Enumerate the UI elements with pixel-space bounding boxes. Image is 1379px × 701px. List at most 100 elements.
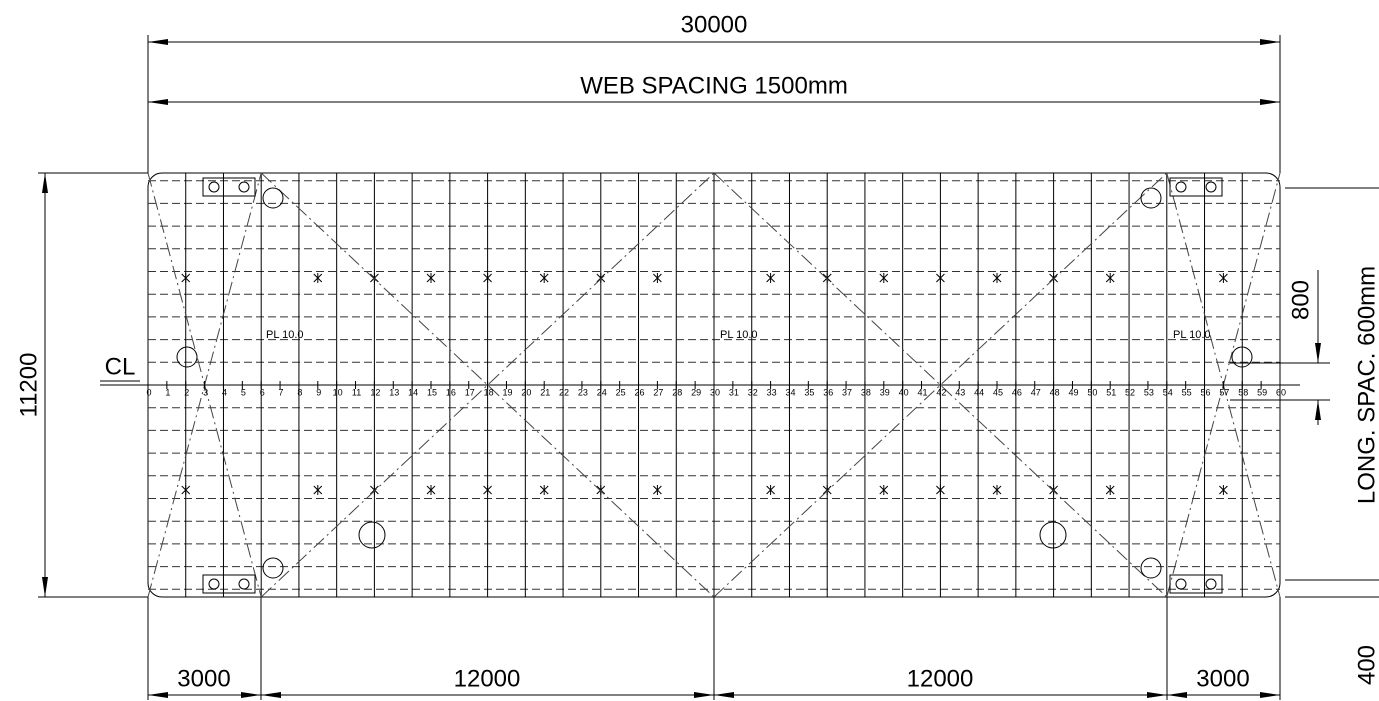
edge-offset: 400 — [1353, 645, 1379, 685]
frame-number: 11 — [352, 387, 361, 397]
diagonal — [260, 172, 715, 598]
frame-number: 51 — [1106, 387, 1116, 397]
frame-number: 43 — [955, 387, 965, 397]
frame-number: 37 — [842, 387, 852, 397]
lug-hole — [208, 181, 220, 193]
diagonal — [713, 172, 1168, 598]
frame-number: 24 — [597, 387, 607, 397]
stiffener-cross — [879, 273, 889, 283]
frame-number: 16 — [446, 387, 456, 397]
overall-width: 11200 — [15, 353, 42, 418]
lug — [202, 177, 256, 197]
frame-number: 56 — [1201, 387, 1211, 397]
frame-number: 9 — [316, 387, 321, 397]
frame-number: 49 — [1068, 387, 1078, 397]
frame-number: 52 — [1125, 387, 1135, 397]
stiffener-cross — [313, 485, 323, 495]
stiffener-cross — [370, 485, 379, 495]
frame-number: 12 — [370, 387, 380, 397]
lug-hole — [1205, 181, 1217, 193]
plate-label: PL 10.0 — [266, 329, 304, 341]
stiffener-cross — [653, 485, 662, 495]
frame-number: 4 — [222, 387, 227, 397]
stiffener-cross — [766, 273, 775, 283]
bottom-dim: 3000 — [177, 665, 230, 692]
frame-number: 10 — [333, 387, 343, 397]
plate-label: PL 10.0 — [1173, 329, 1211, 341]
stiffener-cross — [822, 273, 832, 283]
frame-number: 48 — [1050, 387, 1060, 397]
frame-number: 38 — [861, 387, 871, 397]
lug-hole — [238, 181, 250, 193]
frame-number: 19 — [502, 387, 512, 397]
frame-number: 27 — [653, 387, 663, 397]
stiffener-offset: 800 — [1287, 280, 1314, 320]
frame-number: 54 — [1163, 387, 1173, 397]
frame-number: 14 — [408, 387, 418, 397]
lug-hole — [1205, 578, 1217, 590]
frame-number: 0 — [146, 387, 151, 397]
diagonal — [260, 172, 715, 598]
stiffener-cross — [1049, 273, 1058, 283]
lightening-hole — [1039, 521, 1067, 549]
stiffener-cross — [426, 485, 436, 495]
stiffener-cross — [822, 485, 832, 495]
stiffener-cross — [936, 485, 945, 495]
frame-number: 55 — [1182, 387, 1192, 397]
frame-number: 23 — [578, 387, 588, 397]
frame-number: 32 — [748, 387, 758, 397]
bottom-dim: 12000 — [454, 665, 521, 692]
frame-number: 53 — [1144, 387, 1154, 397]
frame-number: 28 — [672, 387, 682, 397]
lightening-hole — [358, 521, 386, 549]
stiffener-cross — [596, 273, 606, 283]
bottom-dim: 3000 — [1196, 665, 1249, 692]
stiffener-cross — [539, 485, 549, 495]
frame-number: 5 — [241, 387, 246, 397]
frame-number: 34 — [785, 387, 795, 397]
frame-number: 36 — [823, 387, 833, 397]
stiffener-cross — [653, 273, 662, 283]
stiffener-cross — [539, 273, 549, 283]
lug-hole — [1175, 181, 1187, 193]
frame-number: 8 — [297, 387, 302, 397]
stiffener-cross — [483, 273, 492, 283]
lug — [202, 574, 256, 594]
stiffener-cross — [181, 273, 191, 283]
plate-label: PL 10.0 — [720, 329, 758, 341]
long-spacing: LONG. SPAC. 600mm — [1353, 266, 1379, 504]
frame-number: 30 — [710, 387, 720, 397]
frame-number: 60 — [1276, 387, 1286, 397]
frame-number: 26 — [635, 387, 645, 397]
frame-number: 35 — [804, 387, 814, 397]
frame-number: 2 — [184, 387, 189, 397]
frame-number: 17 — [465, 387, 475, 397]
stiffener-cross — [992, 273, 1002, 283]
frame-number: 7 — [279, 387, 284, 397]
lightening-hole — [1140, 557, 1162, 579]
stiffener-cross — [992, 485, 1002, 495]
frame-number: 22 — [559, 387, 569, 397]
overall-length: 30000 — [681, 11, 748, 38]
stiffener-cross — [181, 485, 191, 495]
frame-number: 15 — [427, 387, 437, 397]
bottom-dim: 12000 — [907, 665, 974, 692]
frame-number: 50 — [1087, 387, 1097, 397]
lug-hole — [1175, 578, 1187, 590]
frame-number: 42 — [936, 387, 946, 397]
stiffener-cross — [596, 485, 606, 495]
frame-number: 29 — [691, 387, 701, 397]
stiffener-cross — [370, 273, 379, 283]
frame-number: 45 — [993, 387, 1003, 397]
frame-number: 58 — [1238, 387, 1248, 397]
frame-number: 39 — [880, 387, 890, 397]
lightening-hole — [1231, 346, 1253, 368]
frame-number: 6 — [260, 387, 265, 397]
frame-number: 59 — [1257, 387, 1267, 397]
frame-number: 57 — [1219, 387, 1229, 397]
lug-hole — [208, 578, 220, 590]
frame-number: 25 — [616, 387, 626, 397]
frame-number: 40 — [899, 387, 909, 397]
stiffener-cross — [766, 485, 775, 495]
stiffener-cross — [426, 273, 436, 283]
